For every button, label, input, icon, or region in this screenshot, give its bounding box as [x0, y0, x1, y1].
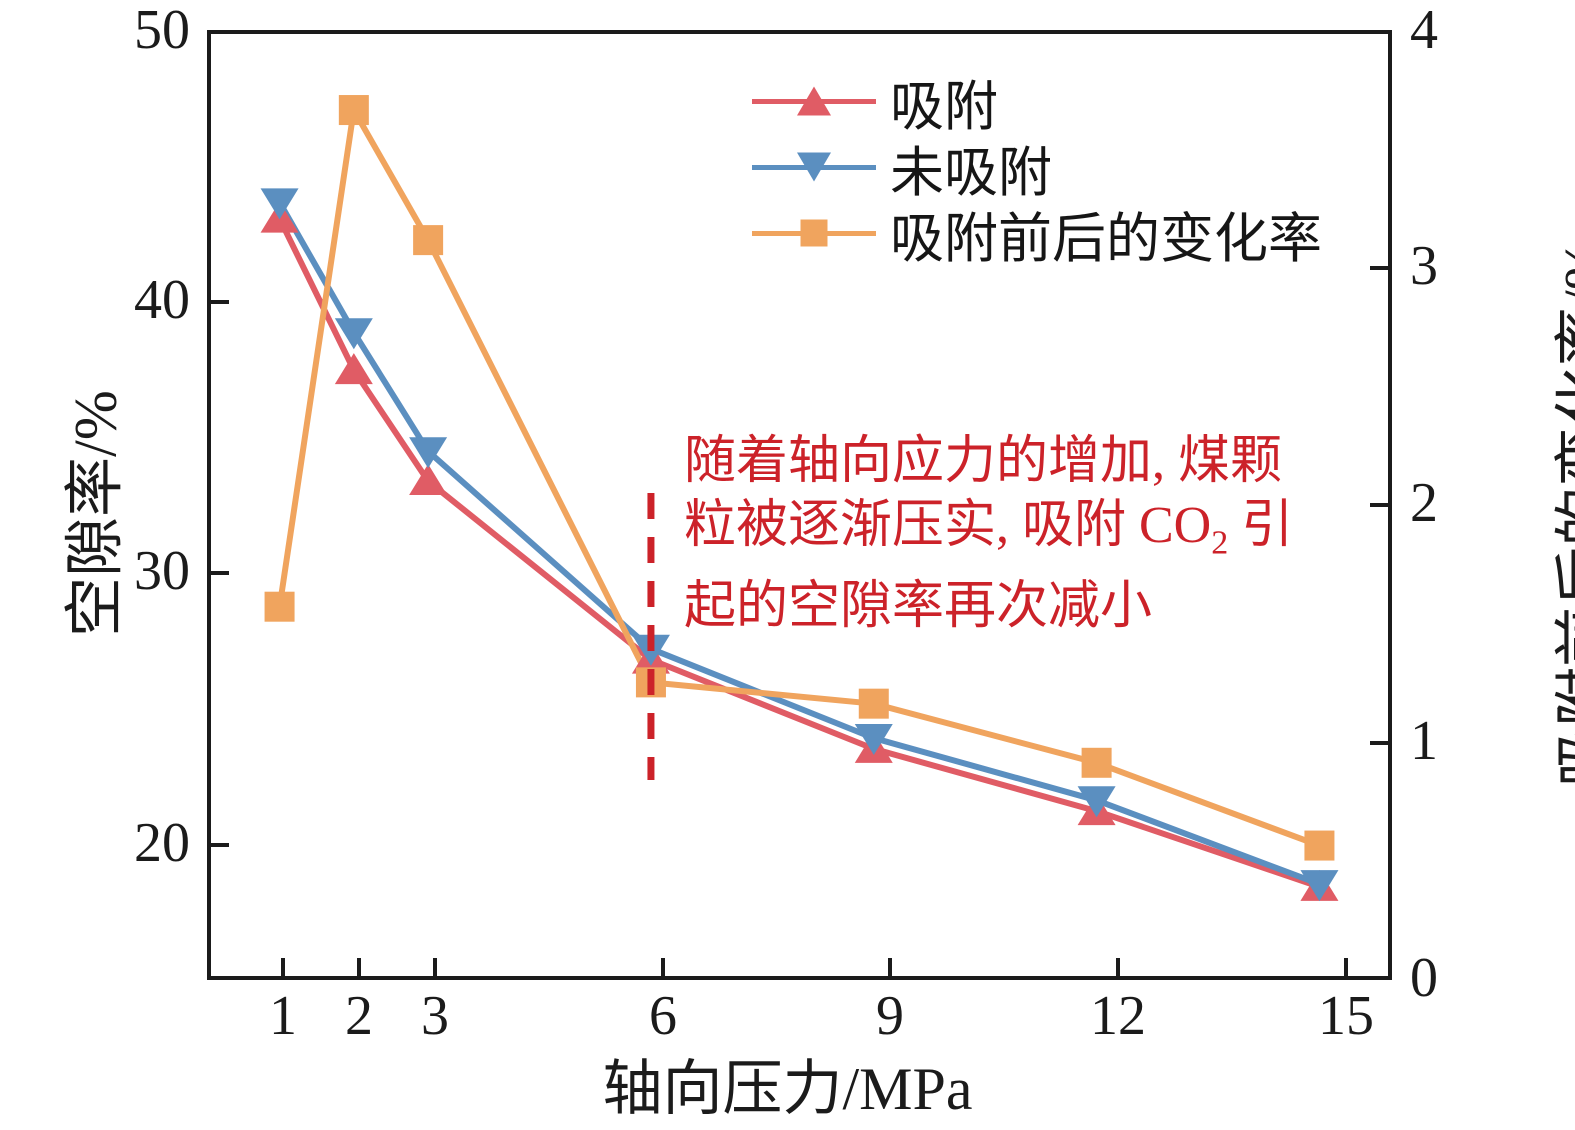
- y2-tick-3: [1370, 266, 1392, 270]
- legend: 吸附 未吸附 吸附前后的变化率: [752, 68, 1322, 269]
- y-tick-label-50: 50: [134, 0, 190, 61]
- x-tick-label-1: 1: [269, 985, 297, 1047]
- square-marker: [1304, 830, 1335, 861]
- triangle-down-marker: [260, 188, 299, 220]
- legend-label-change-rate: 吸附前后的变化率: [890, 208, 1322, 269]
- annotation-line-2-a: 粒被逐渐压实, 吸附 CO: [684, 497, 1212, 554]
- x-tick-label-3: 3: [421, 985, 449, 1047]
- y-tick-label-30: 30: [134, 540, 190, 602]
- y2-tick-2: [1370, 503, 1392, 507]
- y2-tick-label-0: 0: [1410, 947, 1438, 1009]
- x-tick-label-2: 2: [345, 985, 373, 1047]
- triangle-down-marker: [1300, 870, 1339, 902]
- y2-tick-label-2: 2: [1410, 472, 1438, 534]
- x-tick-label-15: 15: [1318, 985, 1374, 1047]
- y2-tick-label-3: 3: [1410, 235, 1438, 297]
- triangle-up-marker: [409, 464, 448, 496]
- square-marker: [338, 95, 369, 126]
- y-tick-label-20: 20: [134, 812, 190, 874]
- x-tick-12: [1116, 958, 1120, 980]
- legend-item-not-adsorbed[interactable]: 未吸附: [752, 134, 1322, 203]
- triangle-down-marker: [1077, 786, 1116, 818]
- square-marker: [858, 688, 889, 719]
- x-tick-2: [357, 958, 361, 980]
- x-tick-label-9: 9: [876, 985, 904, 1047]
- annotation-line-2-sub: 2: [1211, 524, 1229, 562]
- square-marker: [264, 591, 295, 622]
- y-tick-40: [207, 300, 229, 304]
- square-icon: [800, 219, 828, 247]
- square-marker: [413, 225, 444, 256]
- legend-item-change-rate[interactable]: 吸附前后的变化率: [752, 200, 1322, 269]
- annotation-line-1: 随着轴向应力的增加, 煤颗: [684, 433, 1283, 490]
- triangle-down-marker: [334, 318, 373, 350]
- x-tick-6: [661, 958, 665, 980]
- annotation-line-2-b: 引: [1228, 497, 1294, 554]
- x-axis-title: 轴向压力/MPa: [602, 1056, 973, 1122]
- triangle-down-icon: [797, 152, 831, 182]
- triangle-up-marker: [334, 353, 373, 385]
- triangle-down-marker: [854, 724, 893, 756]
- legend-swatch-not-adsorbed: [752, 134, 876, 200]
- legend-swatch-adsorbed: [752, 68, 876, 134]
- y-tick-30: [207, 571, 229, 575]
- y2-tick-1: [1370, 741, 1392, 745]
- chart-annotation-text: 随着轴向应力的增加, 煤颗 粒被逐渐压实, 吸附 CO2 引 起的空隙率再次减小: [684, 430, 1344, 639]
- y2-tick-label-4: 4: [1410, 0, 1438, 61]
- y-tick-label-40: 40: [134, 269, 190, 331]
- x-tick-9: [888, 958, 892, 980]
- legend-item-adsorbed[interactable]: 吸附: [752, 68, 1322, 137]
- x-tick-label-12: 12: [1090, 985, 1146, 1047]
- legend-label-not-adsorbed: 未吸附: [890, 142, 1052, 203]
- legend-swatch-change-rate: [752, 200, 876, 266]
- x-tick-3: [433, 958, 437, 980]
- y-tick-20: [207, 843, 229, 847]
- annotation-line-3: 起的空隙率再次减小: [684, 578, 1153, 636]
- triangle-up-icon: [797, 86, 831, 116]
- x-tick-15: [1344, 958, 1348, 980]
- y2-tick-label-1: 1: [1410, 710, 1438, 772]
- triangle-down-marker: [409, 437, 448, 469]
- annotation-line-2: 粒被逐渐压实, 吸附 CO2 引: [684, 494, 1344, 575]
- x-tick-1: [281, 958, 285, 980]
- legend-label-adsorbed: 吸附: [890, 76, 998, 137]
- x-tick-label-6: 6: [649, 985, 677, 1047]
- square-marker: [1081, 747, 1112, 778]
